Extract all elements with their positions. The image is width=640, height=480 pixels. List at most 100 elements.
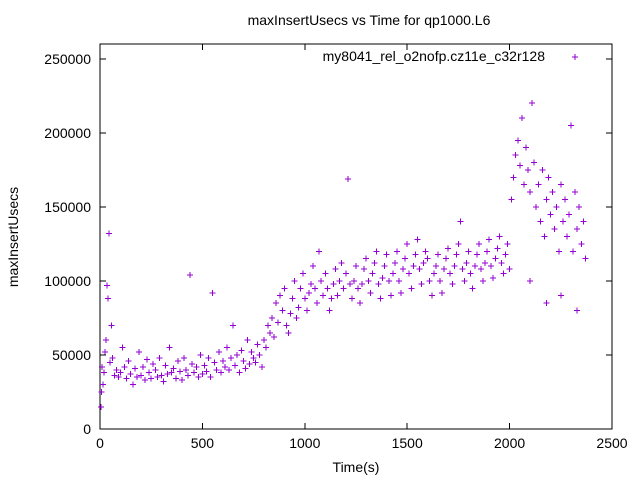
data-point — [557, 181, 564, 188]
data-point — [486, 236, 493, 243]
data-point — [101, 369, 108, 376]
data-point — [453, 251, 460, 258]
data-point — [217, 369, 224, 376]
data-point — [463, 260, 470, 267]
data-point — [441, 266, 448, 273]
data-point — [465, 248, 472, 255]
data-point — [178, 377, 185, 384]
data-point — [570, 248, 577, 255]
data-point — [230, 322, 237, 329]
data-point — [148, 375, 155, 382]
data-point — [334, 292, 341, 299]
data-point — [264, 322, 271, 329]
data-point — [199, 371, 206, 378]
data-point — [479, 277, 486, 284]
data-point — [353, 263, 359, 270]
y-tick-label: 0 — [83, 421, 91, 437]
data-point — [416, 266, 423, 273]
y-tick-label: 50000 — [52, 347, 91, 363]
data-point — [346, 280, 353, 287]
data-point — [350, 277, 357, 284]
data-point — [154, 374, 161, 381]
data-point — [248, 349, 255, 355]
data-point — [232, 362, 239, 369]
series-points — [98, 100, 589, 410]
data-point — [545, 174, 552, 181]
data-point — [158, 372, 165, 379]
data-point — [455, 240, 462, 247]
data-point — [422, 248, 429, 255]
data-point — [113, 366, 120, 373]
data-point — [533, 203, 540, 210]
data-point — [471, 263, 478, 270]
data-point — [508, 196, 515, 203]
x-axis-title: Time(s) — [333, 459, 380, 475]
data-point — [371, 260, 378, 267]
data-point — [309, 263, 316, 270]
data-point — [484, 248, 491, 255]
data-point — [572, 189, 579, 196]
data-point — [102, 349, 109, 355]
data-point — [140, 363, 147, 370]
data-point — [180, 354, 187, 361]
data-point — [117, 369, 124, 376]
data-point — [365, 277, 372, 284]
data-point — [467, 270, 474, 277]
data-point — [275, 319, 282, 326]
data-point — [361, 266, 368, 273]
data-point — [363, 255, 370, 262]
data-point — [580, 218, 587, 225]
data-point — [445, 245, 452, 252]
data-point — [283, 322, 290, 329]
data-point — [98, 403, 105, 410]
data-point — [404, 240, 411, 247]
data-point — [412, 251, 419, 258]
data-point — [506, 266, 513, 273]
data-point — [367, 289, 374, 296]
data-point — [557, 292, 564, 299]
legend-marker — [572, 54, 578, 60]
data-point — [357, 300, 364, 307]
data-point — [127, 371, 134, 378]
x-axis: 0 500 1000 1500 2000 2500 — [96, 44, 628, 451]
chart-title: maxInsertUsecs vs Time for qp1000.L6 — [248, 12, 491, 28]
data-point — [553, 203, 560, 210]
data-point — [293, 314, 300, 321]
data-point — [510, 174, 517, 181]
data-point — [205, 354, 212, 361]
data-point — [254, 341, 261, 348]
data-point — [420, 260, 427, 267]
data-point — [176, 368, 183, 375]
data-point — [565, 211, 572, 218]
data-point — [107, 359, 114, 366]
data-point — [170, 365, 177, 372]
data-point — [549, 189, 556, 196]
data-point — [123, 375, 130, 382]
data-point — [582, 255, 589, 262]
data-point — [461, 277, 468, 284]
data-point — [428, 292, 435, 299]
data-point — [512, 152, 519, 159]
data-point — [379, 274, 386, 281]
data-point — [303, 307, 310, 314]
data-point — [561, 196, 568, 203]
data-point — [133, 374, 140, 381]
data-point — [389, 270, 396, 277]
data-point — [344, 175, 351, 182]
data-point — [393, 248, 400, 255]
data-point — [156, 354, 163, 361]
data-point — [402, 255, 409, 262]
data-point — [555, 248, 562, 255]
data-point — [574, 226, 581, 233]
data-point — [250, 354, 257, 361]
data-point — [106, 230, 113, 237]
data-point — [273, 300, 280, 307]
data-point — [144, 356, 151, 363]
data-point — [477, 266, 484, 273]
data-point — [385, 277, 392, 284]
data-point — [207, 374, 214, 381]
data-point — [551, 226, 558, 233]
legend-point — [572, 54, 578, 60]
data-point — [219, 357, 226, 364]
